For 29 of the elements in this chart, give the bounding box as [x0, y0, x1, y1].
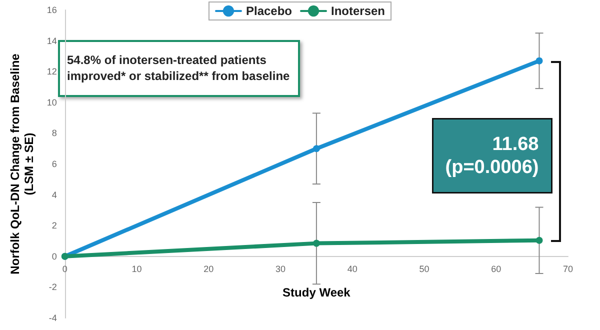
y-tick-label: 6: [52, 159, 57, 169]
y-tick-label: 16: [46, 5, 57, 15]
y-tick-label: 4: [52, 190, 57, 200]
y-tick-label: 10: [46, 97, 57, 108]
x-tick-label: 0: [62, 264, 68, 274]
x-tick-label: 20: [204, 264, 214, 274]
legend-label: Inotersen: [331, 4, 386, 18]
point: [312, 240, 320, 247]
x-axis-title: Study Week: [282, 285, 351, 300]
x-tick-label: 60: [491, 264, 502, 274]
point: [536, 57, 543, 64]
point: [536, 236, 543, 244]
y-tick-label: 0: [52, 251, 57, 262]
y-tick-label: 14: [46, 36, 57, 46]
x-tick-label: 30: [276, 264, 286, 274]
annotation: 11.68 (p=0.0006): [445, 134, 539, 178]
y-tick-label: -2: [48, 282, 57, 292]
y-tick-label: -4: [48, 313, 57, 323]
y-axis-title: Norfolk QoL-DN Change from Baseline (LSM ± SE): [8, 53, 36, 274]
x-tick-label: 50: [419, 264, 430, 274]
y-tick-label: 2: [52, 220, 57, 231]
point: [312, 145, 320, 152]
x-tick-label: 70: [562, 264, 574, 274]
y-tick-label: 8: [52, 128, 57, 138]
y-tick-label: 12: [46, 66, 57, 77]
legend-label: Placebo: [246, 4, 292, 18]
x-tick-label: 40: [347, 264, 358, 274]
x-tick-label: 10: [132, 264, 142, 274]
annotation: 54.8% of inotersen-treated patients improved* or stabilized** from baseline: [67, 53, 290, 83]
